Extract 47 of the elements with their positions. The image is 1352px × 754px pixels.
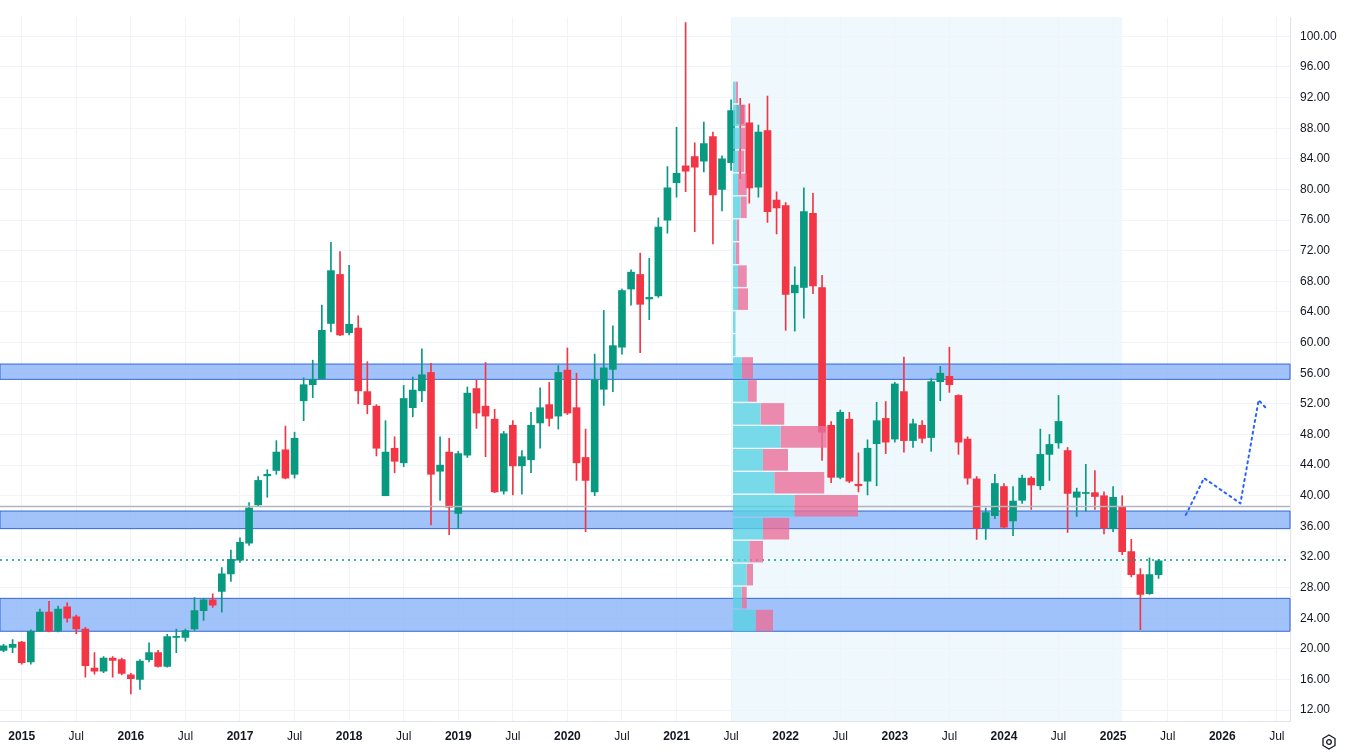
y-tick-label: 60.00: [1300, 334, 1331, 349]
y-tick-label: 48.00: [1300, 426, 1331, 441]
y-tick-label: 84.00: [1300, 151, 1331, 166]
x-tick-label: 2025: [1099, 729, 1127, 744]
y-tick-label: 20.00: [1300, 641, 1331, 656]
x-tick-label: 2018: [335, 729, 363, 744]
x-tick-label: Jul: [941, 729, 958, 744]
y-tick-label: 24.00: [1300, 610, 1331, 625]
x-tick-label: 2026: [1208, 729, 1236, 744]
x-tick-label: Jul: [614, 729, 630, 744]
y-tick-label: 28.00: [1300, 579, 1331, 594]
y-tick-label: 16.00: [1300, 671, 1331, 686]
y-tick-label: 88.00: [1300, 120, 1331, 135]
x-tick-label: Jul: [832, 729, 848, 744]
y-tick-label: 36.00: [1300, 518, 1331, 533]
x-tick-label: Jul: [286, 729, 303, 744]
x-tick-label: 2019: [444, 729, 472, 744]
y-tick-label: 32.00: [1300, 549, 1331, 564]
x-tick-label: 2021: [663, 729, 691, 744]
x-tick-label: 2015: [8, 729, 36, 744]
x-tick-label: 2017: [226, 729, 254, 744]
y-tick-label: 56.00: [1300, 365, 1331, 380]
x-tick-label: Jul: [1269, 729, 1285, 744]
y-tick-label: 100.00: [1300, 28, 1338, 43]
y-tick-label: 72.00: [1300, 243, 1331, 258]
x-tick-label: Jul: [1050, 729, 1067, 744]
x-tick-label: Jul: [723, 729, 739, 744]
x-tick-label: 2016: [117, 729, 145, 744]
x-tick-label: 2023: [881, 729, 909, 744]
x-tick-label: 2020: [554, 729, 582, 744]
x-tick-label: Jul: [1159, 729, 1176, 744]
y-tick-label: 12.00: [1300, 702, 1331, 717]
y-tick-label: 40.00: [1300, 488, 1331, 503]
x-tick-label: Jul: [68, 729, 84, 744]
y-tick-label: 92.00: [1300, 89, 1331, 104]
y-tick-label: 68.00: [1300, 273, 1331, 288]
y-tick-label: 96.00: [1300, 59, 1331, 74]
y-tick-label: 76.00: [1300, 212, 1331, 227]
x-tick-label: 2024: [990, 729, 1018, 744]
y-tick-label: 52.00: [1300, 396, 1331, 411]
x-tick-label: 2022: [772, 729, 800, 744]
y-tick-label: 64.00: [1300, 304, 1331, 319]
x-tick-label: Jul: [177, 729, 194, 744]
y-tick-label: 44.00: [1300, 457, 1331, 472]
x-tick-label: Jul: [396, 729, 412, 744]
y-tick-label: 80.00: [1300, 181, 1331, 196]
x-tick-label: Jul: [505, 729, 521, 744]
